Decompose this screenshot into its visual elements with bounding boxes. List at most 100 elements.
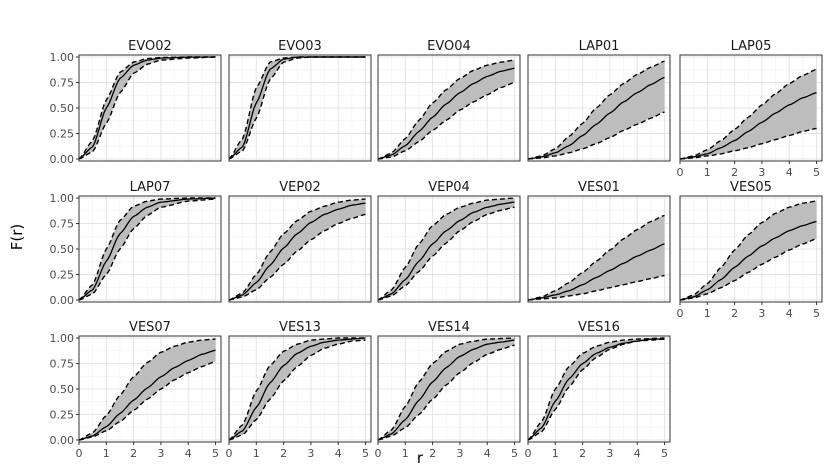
y-tick-label: 1.00 (50, 332, 75, 345)
facet-panel-ves07: VES07 0.00 0.25 0.50 0.75 1.00 0 1 2 3 4 5 (50, 320, 222, 460)
x-tick-label: 2 (280, 447, 287, 460)
x-tick-label: 2 (731, 307, 738, 320)
x-tick-label: 3 (157, 447, 164, 460)
envelope-band (528, 61, 665, 159)
lower-envelope-line (377, 344, 515, 441)
observed-line (377, 339, 515, 441)
facet-title: VES16 (578, 320, 620, 335)
observed-line (679, 220, 817, 301)
x-tick-label: 0 (677, 166, 684, 179)
x-tick-label: 0 (525, 447, 532, 460)
y-tick-label: 0.75 (50, 358, 75, 371)
x-tick-label: 4 (484, 447, 491, 460)
y-tick-label: 0.25 (50, 268, 75, 281)
x-tick-label: 5 (362, 447, 369, 460)
panel-border (377, 335, 521, 443)
panel-border (228, 335, 372, 443)
x-tick-label: 1 (704, 307, 711, 320)
x-tick-label: 2 (579, 447, 586, 460)
x-tick-label: 4 (786, 166, 793, 179)
x-tick-label: 5 (212, 447, 219, 460)
x-tick-label: 0 (375, 447, 382, 460)
facet-title: VES14 (428, 320, 470, 335)
observed-line (527, 243, 665, 301)
envelope-band (680, 201, 817, 300)
x-tick-label: 1 (552, 447, 559, 460)
x-tick-label: 1 (704, 166, 711, 179)
upper-envelope-line (78, 56, 216, 160)
facet-panel-vep02: VEP02 (228, 180, 372, 303)
observed-line (377, 201, 515, 301)
upper-envelope-line (377, 197, 515, 301)
lower-envelope-line (527, 111, 665, 160)
lower-envelope-line (377, 206, 515, 301)
observed-line (377, 67, 515, 160)
x-tick-label: 1 (253, 447, 260, 460)
facet-title: EVO03 (278, 39, 322, 54)
panel-border (228, 195, 372, 303)
envelope-band (378, 338, 515, 440)
panels-layer: EVO02 0.00 0.25 0.50 0.75 1.00 EVO03 EVO04 LAP01… (50, 39, 823, 460)
envelope-band (229, 57, 366, 159)
y-tick-label: 0.00 (50, 434, 75, 447)
x-tick-label: 2 (429, 447, 436, 460)
upper-envelope-line (377, 337, 515, 441)
observed-line (228, 337, 366, 441)
panel-border (527, 335, 671, 443)
lower-envelope-line (527, 338, 665, 441)
panel-border (527, 195, 671, 303)
upper-envelope-line (679, 68, 817, 160)
lower-envelope-line (78, 56, 216, 160)
y-tick-label: 0.00 (50, 294, 75, 307)
x-tick-label: 1 (402, 447, 409, 460)
facet-panel-evo03: EVO03 (228, 39, 372, 162)
facet-panel-ves05: VES05 0 1 2 3 4 5 (677, 180, 823, 320)
facet-panel-lap05: LAP05 0 1 2 3 4 5 (677, 39, 823, 179)
observed-line (78, 56, 216, 160)
x-tick-label: 1 (103, 447, 110, 460)
x-tick-label: 3 (758, 166, 765, 179)
observed-line (527, 338, 665, 441)
lower-envelope-line (377, 81, 515, 160)
y-tick-label: 0.75 (50, 77, 75, 90)
x-tick-label: 4 (185, 447, 192, 460)
observed-line (228, 202, 366, 301)
y-tick-label: 0.50 (50, 243, 75, 256)
upper-envelope-line (228, 198, 366, 301)
lower-envelope-line (78, 360, 216, 441)
observed-line (679, 92, 817, 160)
upper-envelope-line (527, 214, 665, 301)
x-tick-label: 0 (677, 307, 684, 320)
x-tick-label: 5 (813, 307, 820, 320)
panel-border (679, 54, 823, 162)
y-tick-label: 0.00 (50, 153, 75, 166)
facet-title: LAP01 (579, 39, 620, 54)
observed-line (527, 76, 665, 160)
facet-title: VES13 (279, 320, 321, 335)
x-axis-title: r (417, 449, 424, 467)
facet-panel-ves16: VES16 0 1 2 3 4 5 (525, 320, 671, 460)
lower-envelope-line (78, 198, 216, 301)
facet-title: LAP07 (130, 180, 171, 195)
lower-envelope-line (527, 274, 665, 301)
x-tick-label: 3 (307, 447, 314, 460)
panel-border (679, 195, 823, 303)
x-tick-label: 0 (226, 447, 233, 460)
x-tick-label: 3 (456, 447, 463, 460)
lower-envelope-line (228, 213, 366, 301)
lower-envelope-line (228, 339, 366, 441)
x-tick-label: 3 (758, 307, 765, 320)
observed-line (78, 197, 216, 301)
facet-title: LAP05 (731, 39, 772, 54)
x-tick-label: 4 (786, 307, 793, 320)
facet-panel-lap07: LAP07 0.00 0.25 0.50 0.75 1.00 (50, 180, 222, 307)
facet-panel-ves01: VES01 (527, 180, 671, 303)
facet-title: VEP02 (279, 180, 321, 195)
upper-envelope-line (377, 59, 515, 160)
x-tick-label: 3 (606, 447, 613, 460)
panel-border (527, 54, 671, 162)
y-tick-label: 1.00 (50, 51, 75, 64)
x-tick-label: 2 (130, 447, 137, 460)
y-tick-label: 0.75 (50, 218, 75, 231)
envelope-band (378, 198, 515, 300)
